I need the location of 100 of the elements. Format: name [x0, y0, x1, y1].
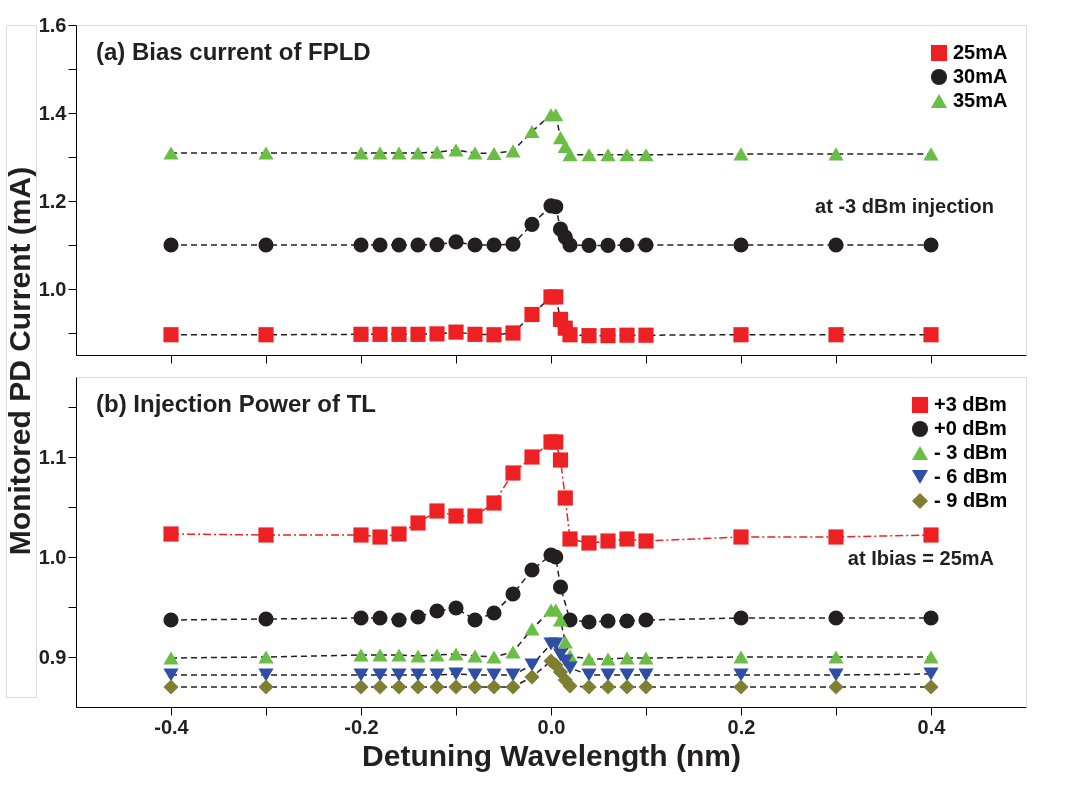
point: [923, 237, 939, 253]
point: [391, 237, 407, 253]
point: [828, 147, 844, 161]
point: [619, 679, 635, 695]
legend-label: - 9 dBm: [934, 489, 1008, 511]
legend-label: +0 dBm: [934, 417, 1007, 439]
point: [524, 562, 540, 578]
point: [258, 527, 274, 543]
point: [258, 668, 274, 682]
point: [733, 650, 749, 664]
point: [524, 306, 540, 323]
x-tick-label: 0.0: [537, 715, 566, 738]
point: [258, 679, 274, 695]
point: [391, 668, 407, 682]
y-tick-label: 1.1: [38, 445, 67, 468]
point: [638, 651, 654, 665]
point: [828, 237, 844, 253]
y-axis-title: Monitored PD Current (mA): [3, 166, 36, 556]
point: [486, 679, 502, 695]
point: [353, 610, 369, 626]
point: [923, 147, 939, 161]
point: [448, 667, 464, 681]
point: [552, 452, 569, 468]
point: [828, 327, 844, 343]
point: [391, 326, 407, 342]
point: [557, 635, 573, 649]
point: [733, 147, 749, 161]
point: [505, 645, 521, 659]
point: [258, 650, 274, 664]
point: [562, 661, 578, 675]
point: [486, 605, 502, 621]
point: [581, 535, 597, 551]
point: [600, 148, 616, 162]
point: [733, 668, 749, 682]
y-tick-label: 1.2: [38, 189, 67, 212]
point: [429, 668, 445, 682]
point: [391, 612, 407, 628]
point: [163, 146, 179, 160]
point: [557, 490, 573, 506]
point: [410, 237, 426, 253]
point: [923, 650, 939, 664]
annotation: at -3 dBm injection: [815, 194, 994, 217]
point: [562, 148, 578, 162]
point: [163, 237, 179, 253]
point: [410, 679, 426, 695]
point: [600, 237, 616, 254]
point: [372, 237, 388, 253]
point: [581, 237, 597, 254]
point: [486, 668, 502, 682]
point: [524, 124, 540, 139]
point: [828, 679, 844, 695]
point: [467, 146, 483, 160]
point: [448, 508, 464, 524]
x-tick-label: -0.4: [154, 715, 190, 738]
point: [372, 648, 388, 662]
point: [258, 611, 274, 627]
point: [429, 326, 445, 342]
point: [353, 237, 369, 253]
point: [581, 328, 597, 344]
legend-label: +3 dBm: [934, 393, 1007, 415]
point: [467, 237, 483, 253]
point: [467, 679, 483, 695]
point: [353, 326, 369, 342]
y-tick-label: 1.6: [38, 13, 67, 36]
x-tick-label: 0.2: [727, 715, 756, 738]
point: [429, 648, 445, 662]
point: [581, 614, 597, 630]
point: [410, 326, 426, 342]
point: [372, 668, 388, 682]
point: [467, 508, 483, 524]
point: [619, 668, 635, 682]
point: [448, 679, 464, 695]
point: [391, 648, 407, 662]
point: [548, 637, 564, 651]
y-tick-label: 1.4: [38, 101, 68, 124]
point: [391, 526, 407, 542]
point: [429, 236, 445, 253]
point: [733, 327, 749, 343]
point: [353, 679, 369, 695]
point: [828, 650, 844, 664]
point: [828, 529, 844, 545]
point: [448, 324, 464, 340]
point: [448, 600, 464, 616]
point: [524, 622, 540, 636]
point: [638, 533, 654, 549]
point: [524, 669, 540, 685]
point: [524, 449, 540, 465]
point: [505, 325, 521, 341]
point: [548, 289, 564, 305]
point: [733, 529, 749, 545]
point: [429, 679, 445, 695]
point: [391, 679, 407, 695]
text: (b) Injection Power of TL: [96, 390, 376, 417]
point: [638, 237, 654, 253]
annotation: at Ibias = 25mA: [847, 546, 994, 569]
point: [448, 143, 464, 157]
point: [467, 649, 483, 663]
text: (a) Bias current of FPLD: [96, 38, 371, 65]
point: [923, 679, 939, 695]
point: [353, 146, 369, 160]
